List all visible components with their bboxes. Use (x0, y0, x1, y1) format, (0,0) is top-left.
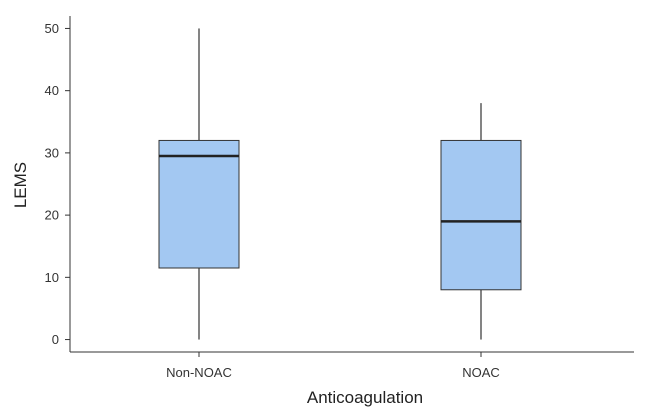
y-axis-title: LEMS (11, 162, 30, 208)
box-iqr (159, 140, 239, 268)
box-iqr (441, 140, 521, 289)
plot-marks (159, 28, 521, 339)
y-tick-label: 50 (45, 21, 59, 36)
y-tick-label: 30 (45, 145, 59, 160)
y-axis-ticks: 0 10 20 30 40 50 (45, 21, 70, 347)
y-tick-label: 40 (45, 83, 59, 98)
x-axis-title: Anticoagulation (307, 388, 423, 407)
x-axis-ticks: Non-NOAC NOAC (166, 352, 500, 380)
y-tick-label: 0 (52, 332, 59, 347)
x-tick-label: NOAC (462, 365, 500, 380)
box-group (159, 28, 239, 339)
y-tick-label: 10 (45, 270, 59, 285)
y-tick-label: 20 (45, 208, 59, 223)
box-group (441, 103, 521, 339)
x-tick-label: Non-NOAC (166, 365, 232, 380)
